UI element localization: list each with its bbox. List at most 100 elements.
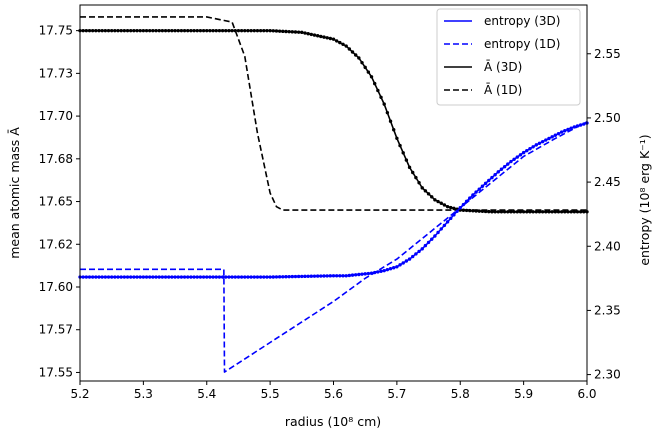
data-point xyxy=(480,209,485,213)
data-point xyxy=(236,275,241,279)
data-point xyxy=(157,275,161,279)
x-tick-label: 5.4 xyxy=(197,387,216,401)
data-point xyxy=(537,141,542,145)
data-point xyxy=(334,39,339,43)
data-point xyxy=(160,275,165,279)
data-point xyxy=(322,274,326,278)
x-tick-label: 5.9 xyxy=(514,387,533,401)
data-point xyxy=(344,44,348,48)
data-point xyxy=(262,28,266,33)
data-point xyxy=(540,210,545,214)
data-point xyxy=(113,28,117,33)
data-point xyxy=(344,274,348,278)
data-point xyxy=(575,210,580,214)
data-point xyxy=(420,186,424,190)
data-point xyxy=(426,192,431,196)
data-point xyxy=(132,275,136,279)
legend-label: entropy (3D) xyxy=(484,14,560,28)
data-point xyxy=(569,126,573,130)
legend-box xyxy=(436,8,581,106)
data-point xyxy=(395,136,399,141)
data-point xyxy=(382,102,386,106)
data-point xyxy=(325,36,329,40)
data-point xyxy=(420,247,424,251)
data-point xyxy=(357,272,361,277)
data-point xyxy=(224,28,228,33)
data-point xyxy=(309,32,314,37)
data-point xyxy=(268,28,272,33)
data-point xyxy=(125,275,130,279)
data-point xyxy=(116,28,120,33)
data-point xyxy=(518,153,523,157)
data-point xyxy=(243,28,247,33)
data-point xyxy=(353,273,358,277)
data-point xyxy=(319,34,323,39)
data-point xyxy=(217,28,222,33)
data-point xyxy=(411,170,415,175)
data-point xyxy=(528,147,532,151)
data-point xyxy=(388,267,393,271)
data-point xyxy=(255,275,260,279)
data-point xyxy=(189,28,193,33)
data-point xyxy=(515,155,519,159)
data-point xyxy=(483,209,488,214)
data-point xyxy=(141,28,146,33)
data-point xyxy=(205,275,209,279)
data-point xyxy=(214,275,218,279)
data-point xyxy=(474,190,478,194)
data-point xyxy=(436,230,440,235)
data-point xyxy=(230,275,234,279)
data-point xyxy=(569,210,573,214)
right-y-axis-label: entropy (10⁸ erg K⁻¹) xyxy=(637,134,652,265)
data-point xyxy=(141,275,146,279)
data-point xyxy=(563,129,567,133)
data-point xyxy=(281,275,285,279)
data-point xyxy=(423,243,428,248)
data-point xyxy=(417,181,421,185)
data-point xyxy=(566,210,570,214)
data-point xyxy=(468,196,472,200)
data-point xyxy=(322,35,326,39)
data-point xyxy=(376,88,380,93)
data-point xyxy=(582,122,586,126)
data-point xyxy=(303,31,307,35)
data-point xyxy=(506,210,510,214)
data-point xyxy=(281,29,285,34)
data-point xyxy=(502,164,507,169)
data-point xyxy=(94,28,98,33)
data-point xyxy=(144,275,149,279)
data-point xyxy=(439,227,443,231)
data-point xyxy=(372,270,377,275)
right-y-tick-label: 2.45 xyxy=(594,175,621,189)
data-point xyxy=(525,148,529,153)
data-point xyxy=(306,274,310,278)
data-point xyxy=(464,208,469,213)
data-point xyxy=(246,275,250,279)
data-point xyxy=(544,138,548,142)
data-point xyxy=(296,30,301,34)
data-point xyxy=(382,268,386,273)
data-point xyxy=(119,275,123,279)
data-point xyxy=(338,40,342,45)
data-point xyxy=(436,199,440,204)
data-point xyxy=(474,209,478,213)
data-point xyxy=(490,175,494,180)
data-point xyxy=(572,125,577,129)
data-point xyxy=(350,273,355,277)
data-point xyxy=(312,274,317,278)
data-point xyxy=(350,50,355,54)
series-line-mean-atomic-mass-1d xyxy=(80,16,587,211)
data-point xyxy=(487,209,491,214)
data-point xyxy=(477,209,481,213)
data-point xyxy=(559,210,564,214)
data-point xyxy=(487,178,491,183)
data-point xyxy=(328,274,333,278)
data-point xyxy=(331,274,336,278)
data-point xyxy=(566,127,570,132)
data-point xyxy=(509,159,513,164)
data-point xyxy=(236,28,241,33)
data-point xyxy=(512,210,516,214)
data-point xyxy=(461,208,466,212)
data-point xyxy=(556,210,561,214)
data-point xyxy=(154,275,158,279)
